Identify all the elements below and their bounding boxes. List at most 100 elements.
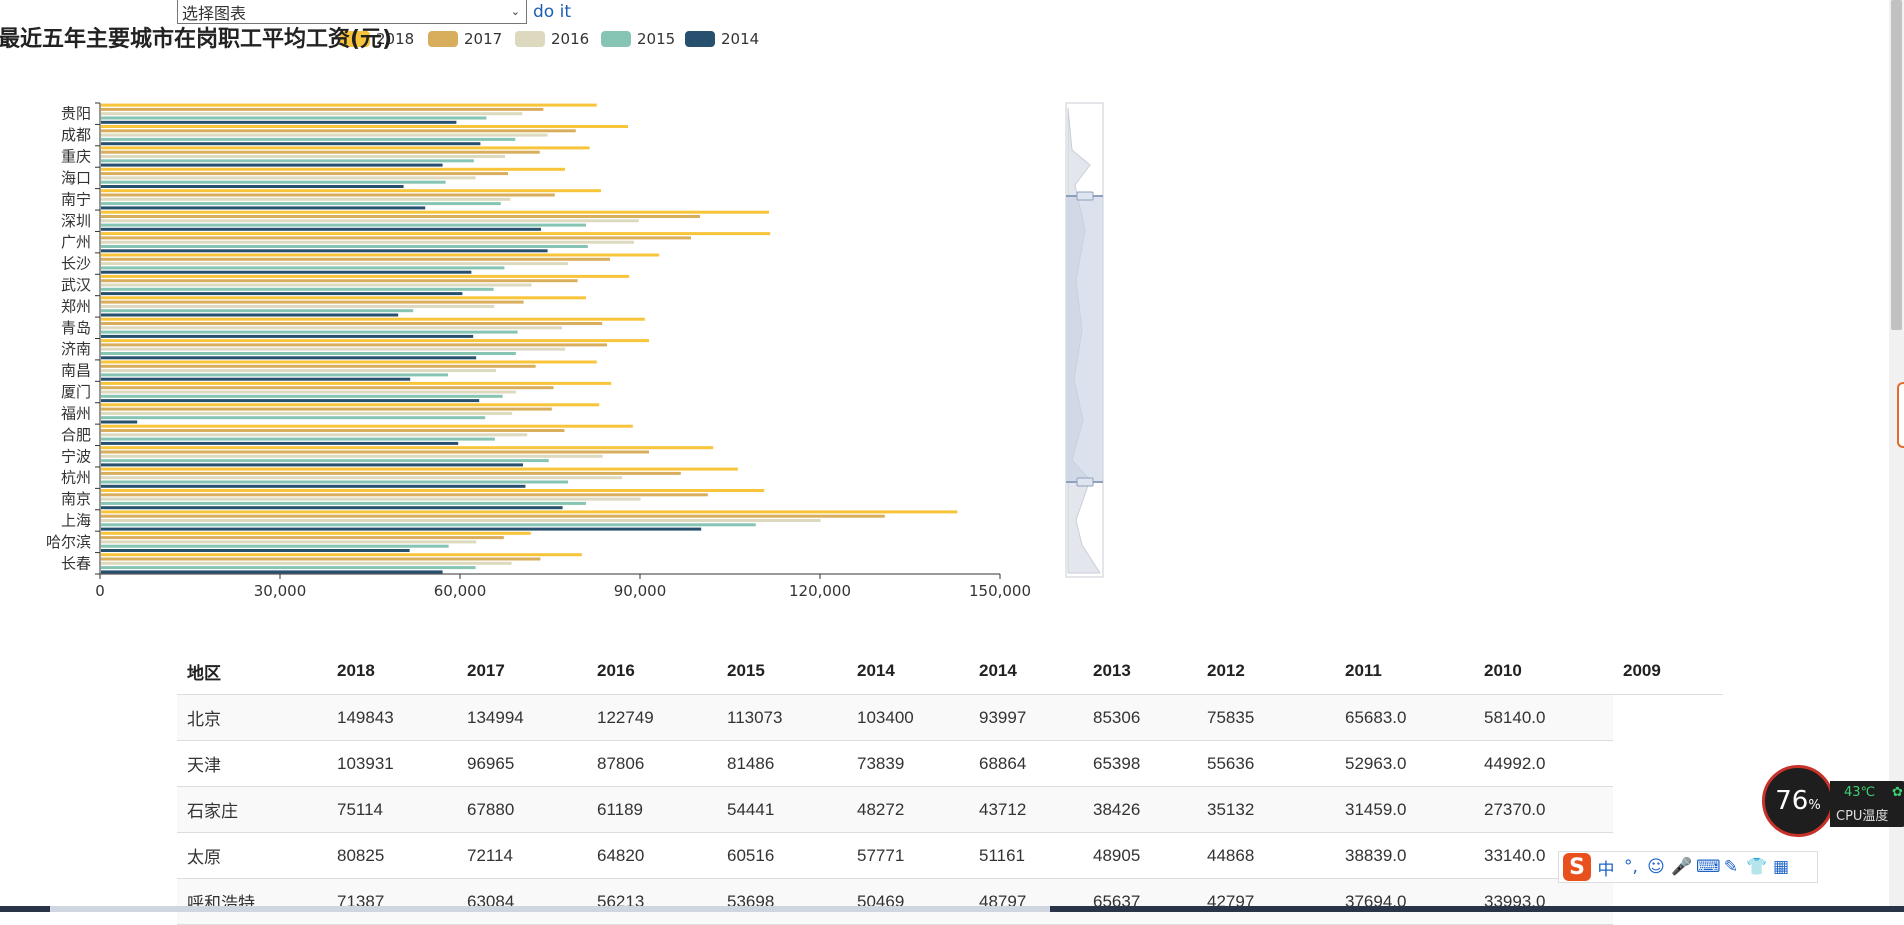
legend-swatch-2017[interactable]	[428, 31, 458, 47]
bar-2016-青岛[interactable]	[101, 326, 562, 330]
legend-swatch-2016[interactable]	[515, 31, 545, 47]
bar-2017-厦门[interactable]	[101, 386, 554, 390]
bar-2015-合肥[interactable]	[101, 437, 495, 441]
bar-2015-长春[interactable]	[101, 566, 476, 570]
page-scrollbar[interactable]	[1889, 0, 1904, 906]
bar-2014-海口[interactable]	[101, 185, 404, 188]
ime-voice-icon[interactable]: 🎤	[1671, 857, 1693, 877]
table-header-cell[interactable]: 地区	[177, 648, 327, 695]
bar-2014-贵阳[interactable]	[101, 120, 457, 124]
bar-2016-南京[interactable]	[101, 497, 641, 501]
bar-2016-南昌[interactable]	[101, 369, 496, 373]
legend-swatch-2015[interactable]	[601, 31, 631, 47]
bar-2014-重庆[interactable]	[101, 163, 443, 167]
bar-2016-杭州[interactable]	[101, 476, 622, 480]
bar-2017-杭州[interactable]	[101, 471, 681, 475]
do-it-link[interactable]: do it	[533, 2, 571, 22]
chart-legend[interactable]: 2018 2017 2016 2015 2014	[340, 30, 759, 48]
bar-2016-合肥[interactable]	[101, 433, 528, 437]
bar-2014-福州[interactable]	[101, 420, 138, 424]
bar-2017-青岛[interactable]	[101, 322, 603, 325]
bar-2016-哈尔滨[interactable]	[101, 540, 477, 544]
bar-2014-上海[interactable]	[101, 527, 702, 531]
ime-handwriting-icon[interactable]: ✎	[1723, 857, 1739, 877]
bar-2016-重庆[interactable]	[101, 155, 505, 158]
bar-2018-长沙[interactable]	[101, 253, 660, 257]
bar-2018-宁波[interactable]	[101, 446, 714, 450]
bar-2017-广州[interactable]	[101, 236, 691, 240]
bar-2016-成都[interactable]	[101, 133, 548, 137]
bar-2015-青岛[interactable]	[101, 330, 518, 334]
bar-2014-青岛[interactable]	[101, 334, 474, 338]
bar-2016-济南[interactable]	[101, 347, 565, 351]
bar-2016-郑州[interactable]	[101, 304, 495, 308]
bar-2016-武汉[interactable]	[101, 283, 532, 287]
ime-skin-icon[interactable]: 👕	[1746, 857, 1768, 877]
bar-2015-长沙[interactable]	[101, 266, 505, 270]
bar-2015-宁波[interactable]	[101, 459, 549, 463]
table-header-cell[interactable]: 2014	[969, 648, 1083, 695]
ime-punctuation-icon[interactable]: °,	[1624, 857, 1638, 877]
bar-2017-哈尔滨[interactable]	[101, 536, 504, 540]
bar-2018-哈尔滨[interactable]	[101, 531, 531, 535]
bar-2018-广州[interactable]	[101, 232, 771, 236]
ime-chinese-mode-toggle[interactable]: 中	[1597, 859, 1615, 880]
bar-2017-福州[interactable]	[101, 407, 552, 411]
bar-2014-哈尔滨[interactable]	[101, 549, 410, 552]
zoom-handle-top[interactable]	[1076, 191, 1094, 201]
bar-2016-宁波[interactable]	[101, 454, 603, 458]
bar-2016-福州[interactable]	[101, 411, 513, 415]
bar-2015-南京[interactable]	[101, 501, 586, 505]
bar-2018-武汉[interactable]	[101, 274, 630, 278]
bar-2014-南昌[interactable]	[101, 377, 411, 381]
bar-2018-长春[interactable]	[101, 553, 582, 557]
bar-2014-厦门[interactable]	[101, 399, 480, 403]
bar-2014-成都[interactable]	[101, 142, 481, 146]
bar-2018-济南[interactable]	[101, 339, 649, 343]
bar-2016-广州[interactable]	[101, 240, 634, 244]
bar-2015-福州[interactable]	[101, 416, 486, 420]
bar-2015-重庆[interactable]	[101, 159, 474, 163]
bar-2018-上海[interactable]	[101, 510, 958, 514]
bar-2015-南宁[interactable]	[101, 202, 501, 206]
bar-2016-海口[interactable]	[101, 176, 476, 180]
bar-2016-厦门[interactable]	[101, 390, 516, 394]
bar-2017-成都[interactable]	[101, 129, 576, 133]
bar-2015-南昌[interactable]	[101, 373, 448, 377]
bar-2014-济南[interactable]	[101, 356, 477, 360]
bar-2017-贵阳[interactable]	[101, 107, 544, 111]
bar-2018-合肥[interactable]	[101, 424, 633, 428]
bar-2015-哈尔滨[interactable]	[101, 544, 449, 548]
bar-2014-深圳[interactable]	[101, 227, 541, 231]
bar-2017-合肥[interactable]	[101, 429, 565, 432]
legend-swatch-2014[interactable]	[685, 31, 715, 47]
bar-2015-济南[interactable]	[101, 352, 516, 355]
bar-2015-郑州[interactable]	[101, 309, 414, 313]
table-header-cell[interactable]: 2014	[847, 648, 969, 695]
bar-2018-郑州[interactable]	[101, 296, 586, 300]
bar-2017-长沙[interactable]	[101, 257, 610, 261]
bar-2018-成都[interactable]	[101, 125, 628, 128]
bar-2015-厦门[interactable]	[101, 394, 503, 398]
bar-2015-上海[interactable]	[101, 523, 756, 527]
bar-2014-南宁[interactable]	[101, 206, 426, 210]
bar-2014-合肥[interactable]	[101, 441, 459, 445]
bar-2017-海口[interactable]	[101, 172, 508, 176]
bar-2018-深圳[interactable]	[101, 210, 769, 214]
table-header-cell[interactable]: 2018	[327, 648, 457, 695]
side-panel-tab[interactable]	[1897, 382, 1904, 448]
table-header-cell[interactable]: 2017	[457, 648, 587, 695]
bar-2017-济南[interactable]	[101, 343, 607, 347]
bar-2014-宁波[interactable]	[101, 463, 523, 467]
bar-2017-南宁[interactable]	[101, 193, 555, 197]
bar-2017-长春[interactable]	[101, 557, 541, 561]
bar-2018-南京[interactable]	[101, 489, 765, 492]
bar-2018-南昌[interactable]	[101, 360, 597, 364]
bar-2018-贵阳[interactable]	[101, 103, 597, 107]
bar-2015-贵阳[interactable]	[101, 116, 487, 120]
table-header-cell[interactable]: 2010	[1474, 648, 1613, 695]
bar-2014-广州[interactable]	[101, 249, 548, 253]
bar-2014-杭州[interactable]	[101, 484, 526, 488]
bar-2018-青岛[interactable]	[101, 317, 645, 321]
bar-2015-海口[interactable]	[101, 180, 446, 184]
